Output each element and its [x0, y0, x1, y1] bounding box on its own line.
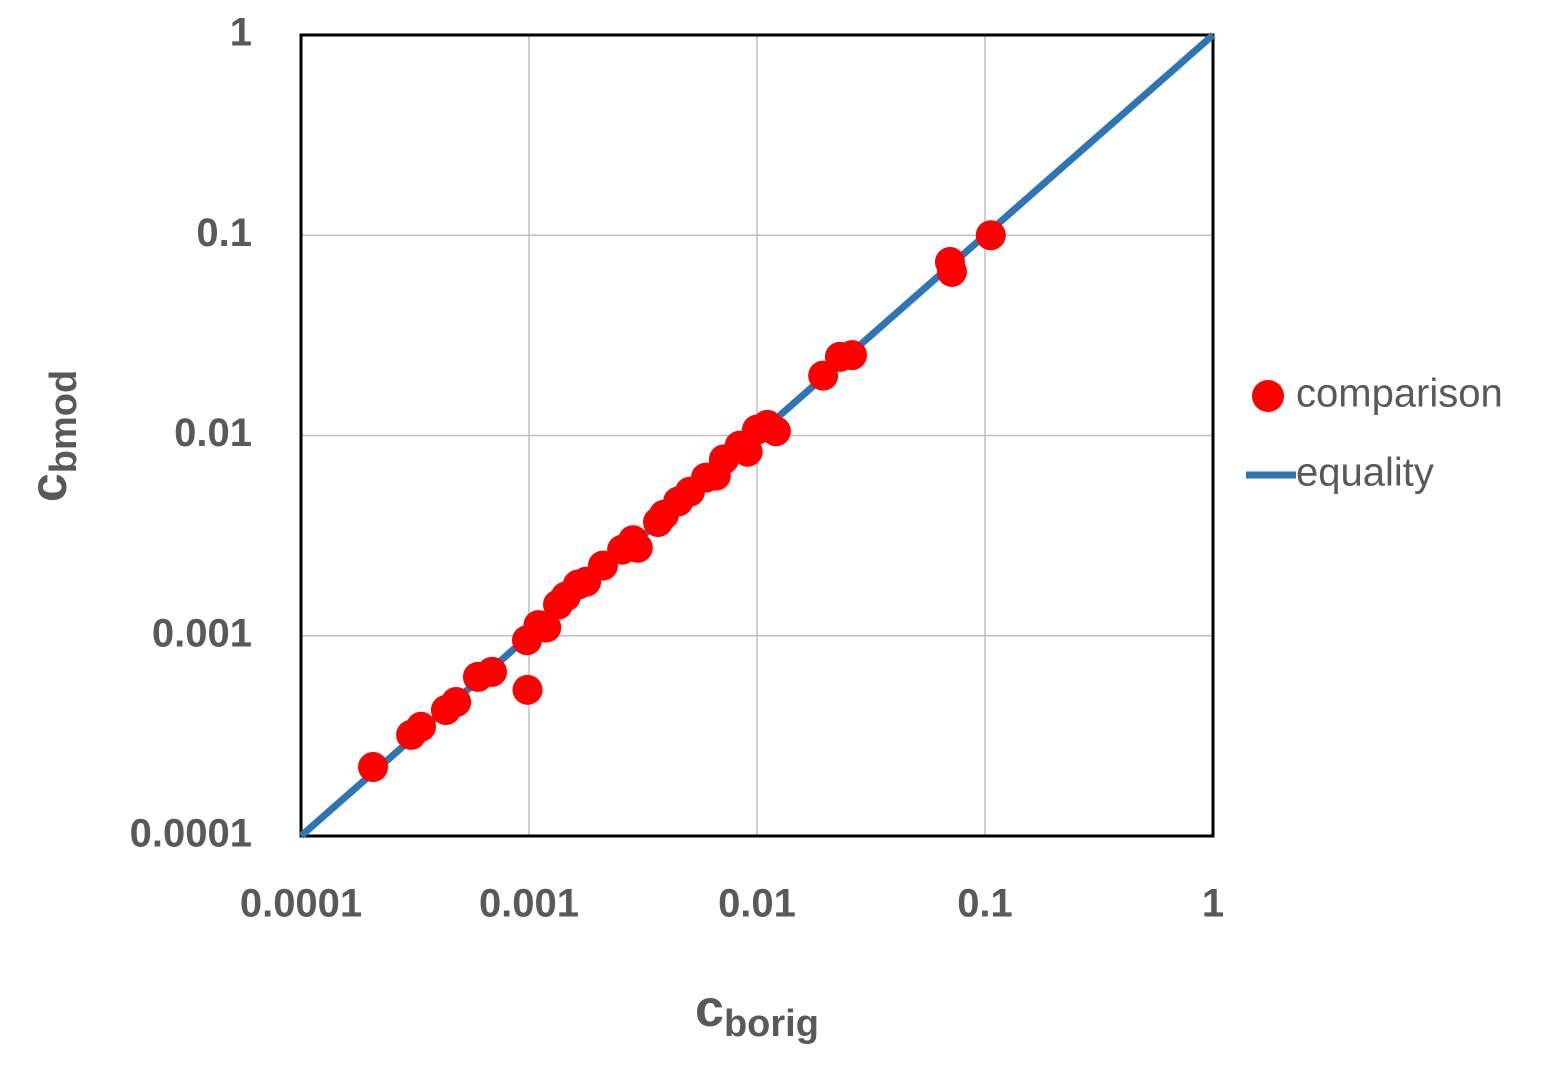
data-point [476, 656, 507, 687]
data-point [836, 340, 867, 371]
x-axis-title-sub: borig [724, 1003, 819, 1045]
data-point [512, 674, 543, 705]
y-tick-label: 0.1 [196, 211, 252, 255]
data-point [406, 711, 437, 742]
y-tick-label: 0.0001 [130, 812, 252, 856]
y-axis-title-sub: bmod [43, 370, 85, 473]
data-point [936, 256, 967, 287]
legend-label: equality [1296, 451, 1434, 495]
y-tick-label: 0.001 [152, 611, 252, 655]
x-tick-label: 1 [1202, 882, 1224, 926]
x-axis-title: cborig [695, 980, 819, 1045]
legend-marker [1252, 380, 1284, 412]
x-tick-label: 0.0001 [240, 882, 362, 926]
legend-label: comparison [1296, 372, 1503, 416]
y-tick-label: 0.01 [174, 411, 252, 455]
y-axis-title-main: c [20, 473, 78, 502]
data-point [441, 686, 472, 717]
data-point [622, 532, 653, 563]
y-axis-title: cbmod [20, 370, 85, 502]
data-point [358, 752, 389, 783]
data-point [975, 220, 1006, 251]
plot-frame [299, 33, 1215, 838]
data-point [531, 612, 562, 643]
y-tick-label: 1 [230, 11, 252, 55]
data-point [760, 416, 791, 447]
x-axis-title-main: c [695, 980, 724, 1038]
x-tick-label: 0.001 [479, 882, 579, 926]
x-tick-label: 0.1 [957, 882, 1013, 926]
x-tick-label: 0.01 [718, 882, 796, 926]
